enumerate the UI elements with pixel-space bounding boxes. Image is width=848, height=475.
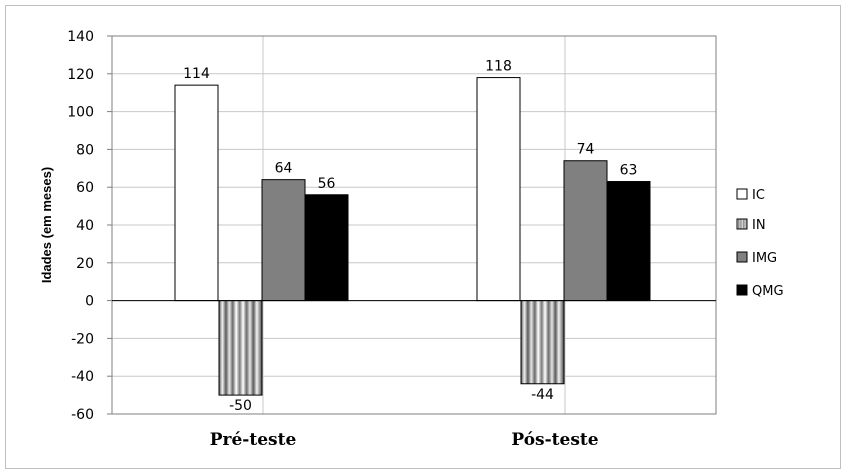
y-tick-label: 60 (76, 180, 94, 196)
y-tick-label: 80 (76, 142, 94, 158)
x-category-label: Pré-teste (210, 430, 297, 450)
chart-frame (5, 5, 841, 469)
legend-label-ic: IC (752, 188, 765, 203)
bar-in (218, 300, 263, 396)
legend-label-img: IMG (752, 251, 777, 266)
data-label: -44 (531, 387, 554, 403)
y-tick-label: -40 (71, 369, 94, 385)
bar-qmg (304, 194, 349, 302)
data-label: 74 (577, 142, 595, 158)
y-tick-label: -20 (71, 331, 94, 347)
legend-label-in: IN (752, 218, 766, 233)
y-tick-label: -60 (71, 407, 94, 423)
y-axis-label: Idades (em meses) (39, 167, 54, 283)
data-label: 64 (275, 161, 293, 177)
y-tick-label: 0 (85, 294, 94, 310)
legend-swatch-qmg (736, 284, 748, 296)
data-label: 118 (485, 59, 512, 75)
bar-in (520, 300, 565, 385)
legend-label-qmg: QMG (752, 284, 784, 299)
y-tick-label: 120 (67, 67, 94, 83)
y-tick-label: 20 (76, 256, 94, 272)
x-category-label: Pós-teste (511, 430, 598, 450)
bar-ic (174, 84, 219, 302)
legend-swatch-img (736, 251, 748, 263)
bar-qmg (606, 181, 651, 302)
y-tick-label: 40 (76, 218, 94, 234)
data-label: -50 (229, 398, 252, 414)
y-tick-label: 140 (67, 29, 94, 45)
data-label: 56 (318, 176, 336, 192)
data-label: 63 (620, 163, 638, 179)
bar-img (261, 179, 306, 302)
legend-swatch-ic (736, 188, 748, 200)
bar-ic (476, 77, 521, 302)
data-label: 114 (183, 66, 210, 82)
legend-swatch-in (736, 218, 748, 230)
bar-img (563, 160, 608, 302)
y-tick-label: 100 (67, 105, 94, 121)
